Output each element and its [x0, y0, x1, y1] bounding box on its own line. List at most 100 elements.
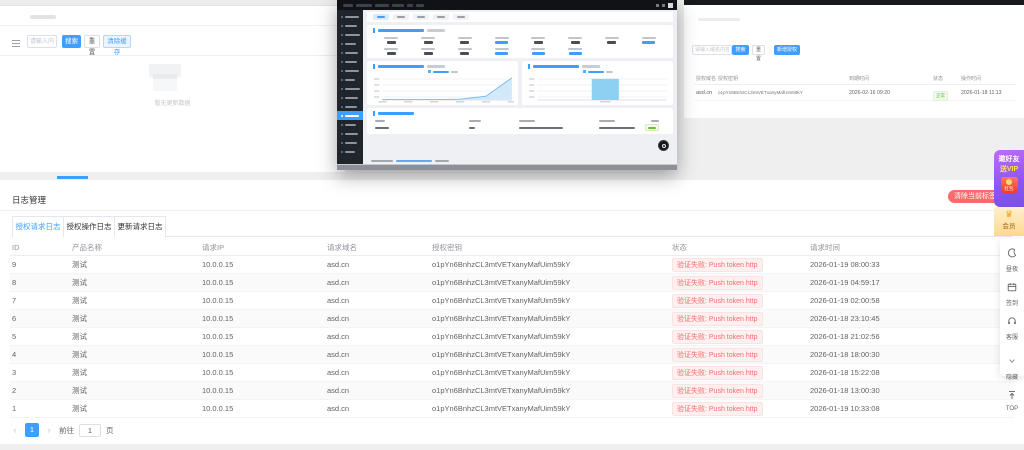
sidebar-item-6[interactable] [337, 66, 363, 75]
add-authorization-button[interactable]: 新增授权 [774, 45, 800, 55]
float-item-TOP[interactable]: TOP [1006, 387, 1018, 412]
domain-search-button[interactable]: 搜索 [732, 45, 749, 55]
table-row: 9 测试 10.0.0.15 asd.cn o1pYn6BnhzCL3mtVETxany… [10, 256, 1014, 274]
window-controls[interactable] [656, 2, 673, 8]
sidebar-item-9[interactable] [337, 93, 363, 102]
domain-reset-button[interactable]: 重置 [752, 45, 765, 62]
dash-tab-2[interactable] [413, 14, 429, 20]
menu-icon [341, 132, 343, 135]
left-reset-button[interactable]: 重置 [84, 35, 100, 56]
float-item-签到[interactable]: 签到 [1006, 279, 1018, 307]
log-tab-1[interactable]: 授权操作日志 [63, 216, 115, 237]
stat-cell [520, 37, 557, 44]
menu-label [345, 60, 357, 63]
stat-value-bar [460, 41, 470, 44]
log-tab-0[interactable]: 授权请求日志 [12, 216, 64, 237]
empty-state-text: 暂无更新数据 [154, 101, 191, 107]
dash-tab-3[interactable] [433, 14, 449, 20]
status-badge: 验证失败: Push token http [672, 257, 763, 272]
cell-key: o1pYn6BnhzCL3mtVETxanyMafUim59kY [432, 368, 571, 377]
dashboard-tabstrip[interactable] [367, 12, 673, 22]
settings-fab-gear-icon[interactable] [658, 140, 669, 151]
float-item-客服[interactable]: 客服 [1006, 313, 1018, 341]
stats-card [367, 25, 673, 58]
cell-status: 验证失败: Push token http [670, 383, 808, 398]
crown-icon: ♛ [1004, 209, 1014, 219]
cell-ip: 10.0.0.15 [202, 386, 234, 395]
table-row: 6 测试 10.0.0.15 asd.cn o1pYn6BnhzCL3mtVETxany… [10, 310, 1014, 328]
current-page-button[interactable]: 1 [25, 423, 39, 437]
green-status-badge [645, 124, 659, 131]
latest-records-title [373, 111, 667, 116]
goto-page-input[interactable] [79, 423, 101, 437]
sidebar-item-5[interactable] [337, 57, 363, 66]
dash-tab-1[interactable] [393, 14, 409, 20]
red-packet-icon[interactable]: 红包 [1000, 177, 1018, 193]
sidebar-item-11[interactable] [337, 111, 363, 120]
stat-cell [373, 37, 410, 44]
maximize-icon[interactable] [662, 3, 665, 7]
sidebar-item-15[interactable] [337, 147, 363, 156]
cell-product: 测试 [72, 314, 87, 323]
table-row: 5 测试 10.0.0.15 asd.cn o1pYn6BnhzCL3mtVETxany… [10, 328, 1014, 346]
sidebar-item-2[interactable] [337, 30, 363, 39]
domain-search-input[interactable] [692, 45, 732, 55]
authorization-table-header: 授权域名 授权密钥 到期时间 状态 操作时间 [694, 72, 1016, 85]
close-icon[interactable] [668, 2, 673, 8]
sidebar-item-4[interactable] [337, 48, 363, 57]
left-clear-cache-button[interactable]: 清除缓存 [103, 35, 131, 56]
hamburger-icon[interactable] [12, 40, 20, 47]
latest-records-card [367, 108, 673, 134]
invite-vip-card[interactable]: 邀好友 送VIP 红包 [994, 150, 1024, 207]
stat-label-bar [641, 37, 656, 39]
vip-member-card[interactable]: ♛ 会员 [994, 207, 1024, 236]
sidebar-item-3[interactable] [337, 39, 363, 48]
close-current-tab-button[interactable]: 清除当前标签页 [948, 190, 1009, 203]
table-head-bar [519, 120, 535, 122]
status-badge: 验证失败: Push token http [672, 329, 763, 344]
table-row-bar [469, 127, 475, 129]
stat-value-bar [495, 41, 509, 44]
left-search-button[interactable]: 搜索 [62, 35, 81, 48]
authorization-table: 授权域名 授权密钥 到期时间 状态 操作时间 asd.cn o1pYn6Bnhz… [694, 72, 1016, 101]
cell-id: 5 [12, 332, 17, 341]
cell-ip: 10.0.0.15 [202, 404, 234, 413]
sidebar-item-0[interactable] [337, 12, 363, 21]
prev-page-button[interactable]: ‹ [13, 425, 17, 435]
footer-link[interactable] [396, 160, 432, 162]
chevron-down-icon [1007, 353, 1017, 371]
dash-tab-4[interactable] [453, 14, 469, 20]
next-page-button[interactable]: › [47, 425, 51, 435]
dash-tab-0[interactable] [373, 14, 389, 20]
cell-status: 正常 [931, 84, 959, 102]
sidebar-item-7[interactable] [337, 75, 363, 84]
dashboard-footer [371, 160, 449, 162]
sidebar-item-14[interactable] [337, 138, 363, 147]
sidebar-item-12[interactable] [337, 120, 363, 129]
menu-label [345, 123, 356, 126]
titlebar-tabs [343, 3, 424, 7]
titlebar-bar [343, 3, 353, 7]
left-search-input[interactable] [27, 35, 57, 48]
minimize-icon[interactable] [656, 3, 659, 7]
menu-label [345, 96, 358, 99]
cell-key: o1pYn6BnhzCL3mtVETxanyMafUim59kY [432, 296, 571, 305]
menu-icon [341, 24, 343, 27]
sidebar-item-13[interactable] [337, 129, 363, 138]
menu-icon [341, 96, 343, 99]
page-title: 日志管理 [12, 195, 47, 205]
log-tab-2[interactable]: 更新请求日志 [114, 216, 166, 237]
dashboard-sidebar[interactable] [337, 10, 363, 164]
float-item-昼夜[interactable]: 昼夜 [1006, 245, 1018, 273]
menu-label [345, 87, 360, 90]
float-item-隐藏[interactable]: 隐藏 [1006, 353, 1018, 381]
stat-cell [483, 37, 520, 44]
sidebar-item-8[interactable] [337, 84, 363, 93]
trend-area-chart [372, 75, 517, 103]
menu-label [345, 15, 359, 18]
sidebar-item-1[interactable] [337, 21, 363, 30]
menu-icon [341, 78, 343, 81]
right-admin-window: 搜索 重置 新增授权 授权域名 授权密钥 到期时间 状态 操作时间 asd.cn… [684, 0, 1024, 118]
cell-time: 2026-01-19 02:00:58 [810, 296, 880, 305]
sidebar-item-10[interactable] [337, 102, 363, 111]
